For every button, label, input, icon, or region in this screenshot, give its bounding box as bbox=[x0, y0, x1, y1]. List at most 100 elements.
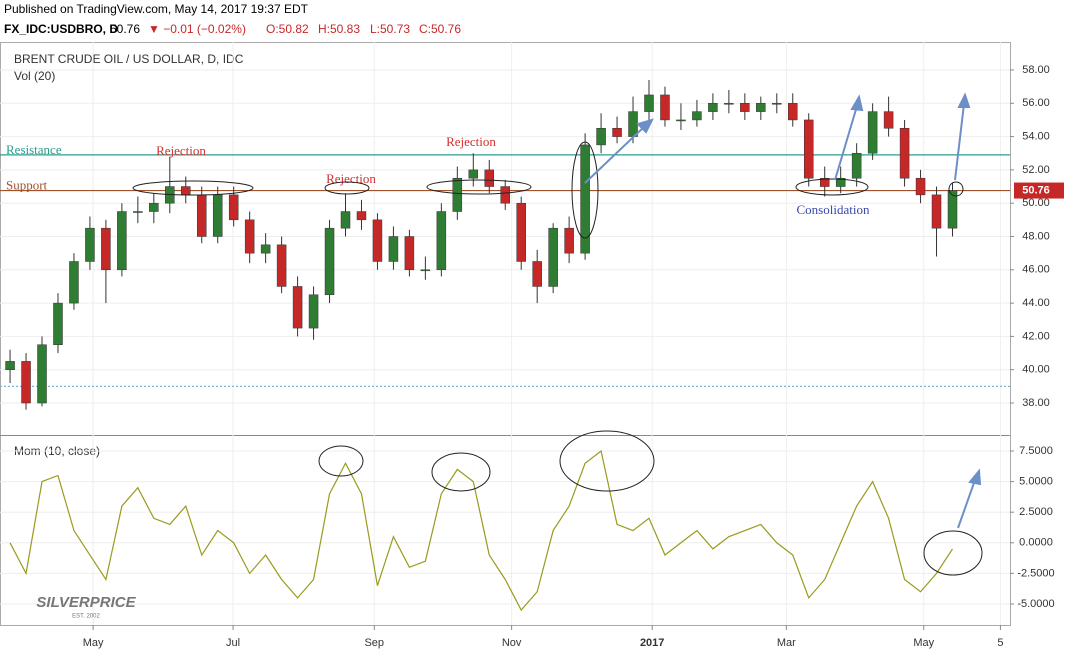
candle-body bbox=[756, 103, 766, 112]
candle-body bbox=[867, 111, 878, 154]
ohlc-low: L:50.73 bbox=[370, 22, 410, 36]
candle-body bbox=[308, 294, 319, 329]
y-tick-label: 54.00 bbox=[1022, 130, 1050, 142]
x-tick-label: 2017 bbox=[640, 637, 664, 649]
candle-body bbox=[133, 211, 143, 213]
arrow-head bbox=[957, 92, 971, 108]
candle-body bbox=[548, 227, 558, 287]
x-tick-label: May bbox=[913, 637, 934, 649]
candle-body bbox=[500, 186, 510, 204]
candle-body bbox=[404, 236, 415, 271]
candle-body bbox=[484, 169, 495, 187]
candle-body bbox=[436, 211, 447, 271]
candle-body bbox=[772, 103, 782, 105]
x-tick-label: Mar bbox=[777, 637, 796, 649]
candle-body bbox=[149, 202, 159, 212]
ohlc-open: O:50.82 bbox=[266, 22, 309, 36]
y-tick-label: 5.0000 bbox=[1019, 476, 1053, 488]
watermark: SILVERPRICE bbox=[36, 594, 136, 611]
candle-body bbox=[947, 190, 958, 229]
ohlc-close: C:50.76 bbox=[419, 22, 461, 36]
pane-frame bbox=[0, 42, 1011, 626]
x-tick-label: May bbox=[83, 637, 104, 649]
y-tick-label: 48.00 bbox=[1022, 230, 1050, 242]
candle-body bbox=[803, 119, 814, 179]
arrow-head bbox=[636, 118, 654, 134]
ellipse bbox=[948, 181, 964, 197]
ellipse bbox=[923, 530, 983, 576]
candle-body bbox=[612, 128, 622, 137]
candle-body bbox=[835, 177, 846, 187]
candle-body bbox=[244, 219, 255, 254]
ellipse bbox=[795, 178, 869, 196]
arrow-head bbox=[968, 468, 982, 486]
candle-body bbox=[596, 128, 606, 146]
y-tick-label: 52.00 bbox=[1022, 164, 1050, 176]
candle-body bbox=[532, 261, 542, 287]
candle-body bbox=[915, 177, 926, 196]
candle-body bbox=[101, 227, 111, 271]
candle-body bbox=[420, 269, 431, 272]
candle-body bbox=[5, 361, 15, 370]
momentum-line bbox=[9, 449, 953, 612]
level-label: Support bbox=[6, 178, 48, 193]
candle-body bbox=[117, 211, 127, 271]
arrow bbox=[584, 125, 646, 184]
candle-body bbox=[580, 144, 590, 254]
candle-body bbox=[324, 227, 335, 296]
y-tick-label: 42.00 bbox=[1022, 330, 1050, 342]
y-tick-label: 50.00 bbox=[1022, 197, 1050, 209]
annotation: Rejection bbox=[156, 143, 206, 158]
x-tick-label: Sep bbox=[364, 637, 384, 649]
candle-body bbox=[372, 219, 383, 262]
level-label: Resistance bbox=[6, 142, 62, 157]
candle-body bbox=[851, 152, 862, 179]
symbol: FX_IDC:USDBRO, D bbox=[4, 22, 118, 36]
ellipse bbox=[426, 179, 532, 195]
x-tick-label: 5 bbox=[997, 637, 1003, 649]
candle-body bbox=[660, 94, 670, 121]
candle-body bbox=[388, 236, 399, 262]
arrow-head bbox=[850, 94, 864, 112]
candle-body bbox=[788, 103, 798, 121]
x-tick-label: Jul bbox=[226, 637, 240, 649]
candle-body bbox=[740, 103, 750, 112]
y-tick-label: 58.00 bbox=[1022, 64, 1050, 76]
candle-body bbox=[212, 194, 223, 237]
candle-body bbox=[899, 128, 910, 179]
ellipse bbox=[318, 445, 364, 477]
price: 50.76 bbox=[110, 22, 140, 36]
published: Published on TradingView.com, May 14, 20… bbox=[4, 2, 309, 16]
last-price: 50.76 bbox=[1022, 184, 1050, 196]
candle-body bbox=[724, 103, 734, 105]
candle-body bbox=[53, 302, 63, 345]
candle-body bbox=[85, 227, 95, 262]
x-tick-label: Nov bbox=[502, 637, 522, 649]
candle-body bbox=[181, 186, 191, 196]
y-tick-label: 0.0000 bbox=[1019, 537, 1053, 549]
candle-body bbox=[931, 194, 942, 229]
y-tick-label: -5.0000 bbox=[1017, 598, 1054, 610]
main-title: BRENT CRUDE OIL / US DOLLAR, D, IDC bbox=[14, 52, 244, 66]
candle-body bbox=[819, 177, 830, 187]
candle-body bbox=[628, 111, 638, 137]
annotation: Rejection bbox=[446, 134, 496, 149]
candle-body bbox=[340, 211, 351, 229]
annotation: Consolidation bbox=[797, 202, 870, 217]
drawings bbox=[132, 141, 983, 576]
y-tick-label: 44.00 bbox=[1022, 297, 1050, 309]
candle-body bbox=[644, 94, 654, 112]
candle-body bbox=[708, 103, 718, 112]
candle-body bbox=[516, 202, 526, 262]
candle-body bbox=[468, 169, 479, 179]
ellipse bbox=[431, 452, 491, 492]
candle-body bbox=[276, 244, 287, 287]
y-tick-label: 7.5000 bbox=[1019, 445, 1053, 457]
arrows bbox=[584, 92, 982, 529]
candle-body bbox=[883, 111, 894, 129]
candle-body bbox=[452, 177, 463, 212]
watermark-sub: EST. 2002 bbox=[72, 614, 100, 620]
candle-body bbox=[260, 244, 271, 254]
